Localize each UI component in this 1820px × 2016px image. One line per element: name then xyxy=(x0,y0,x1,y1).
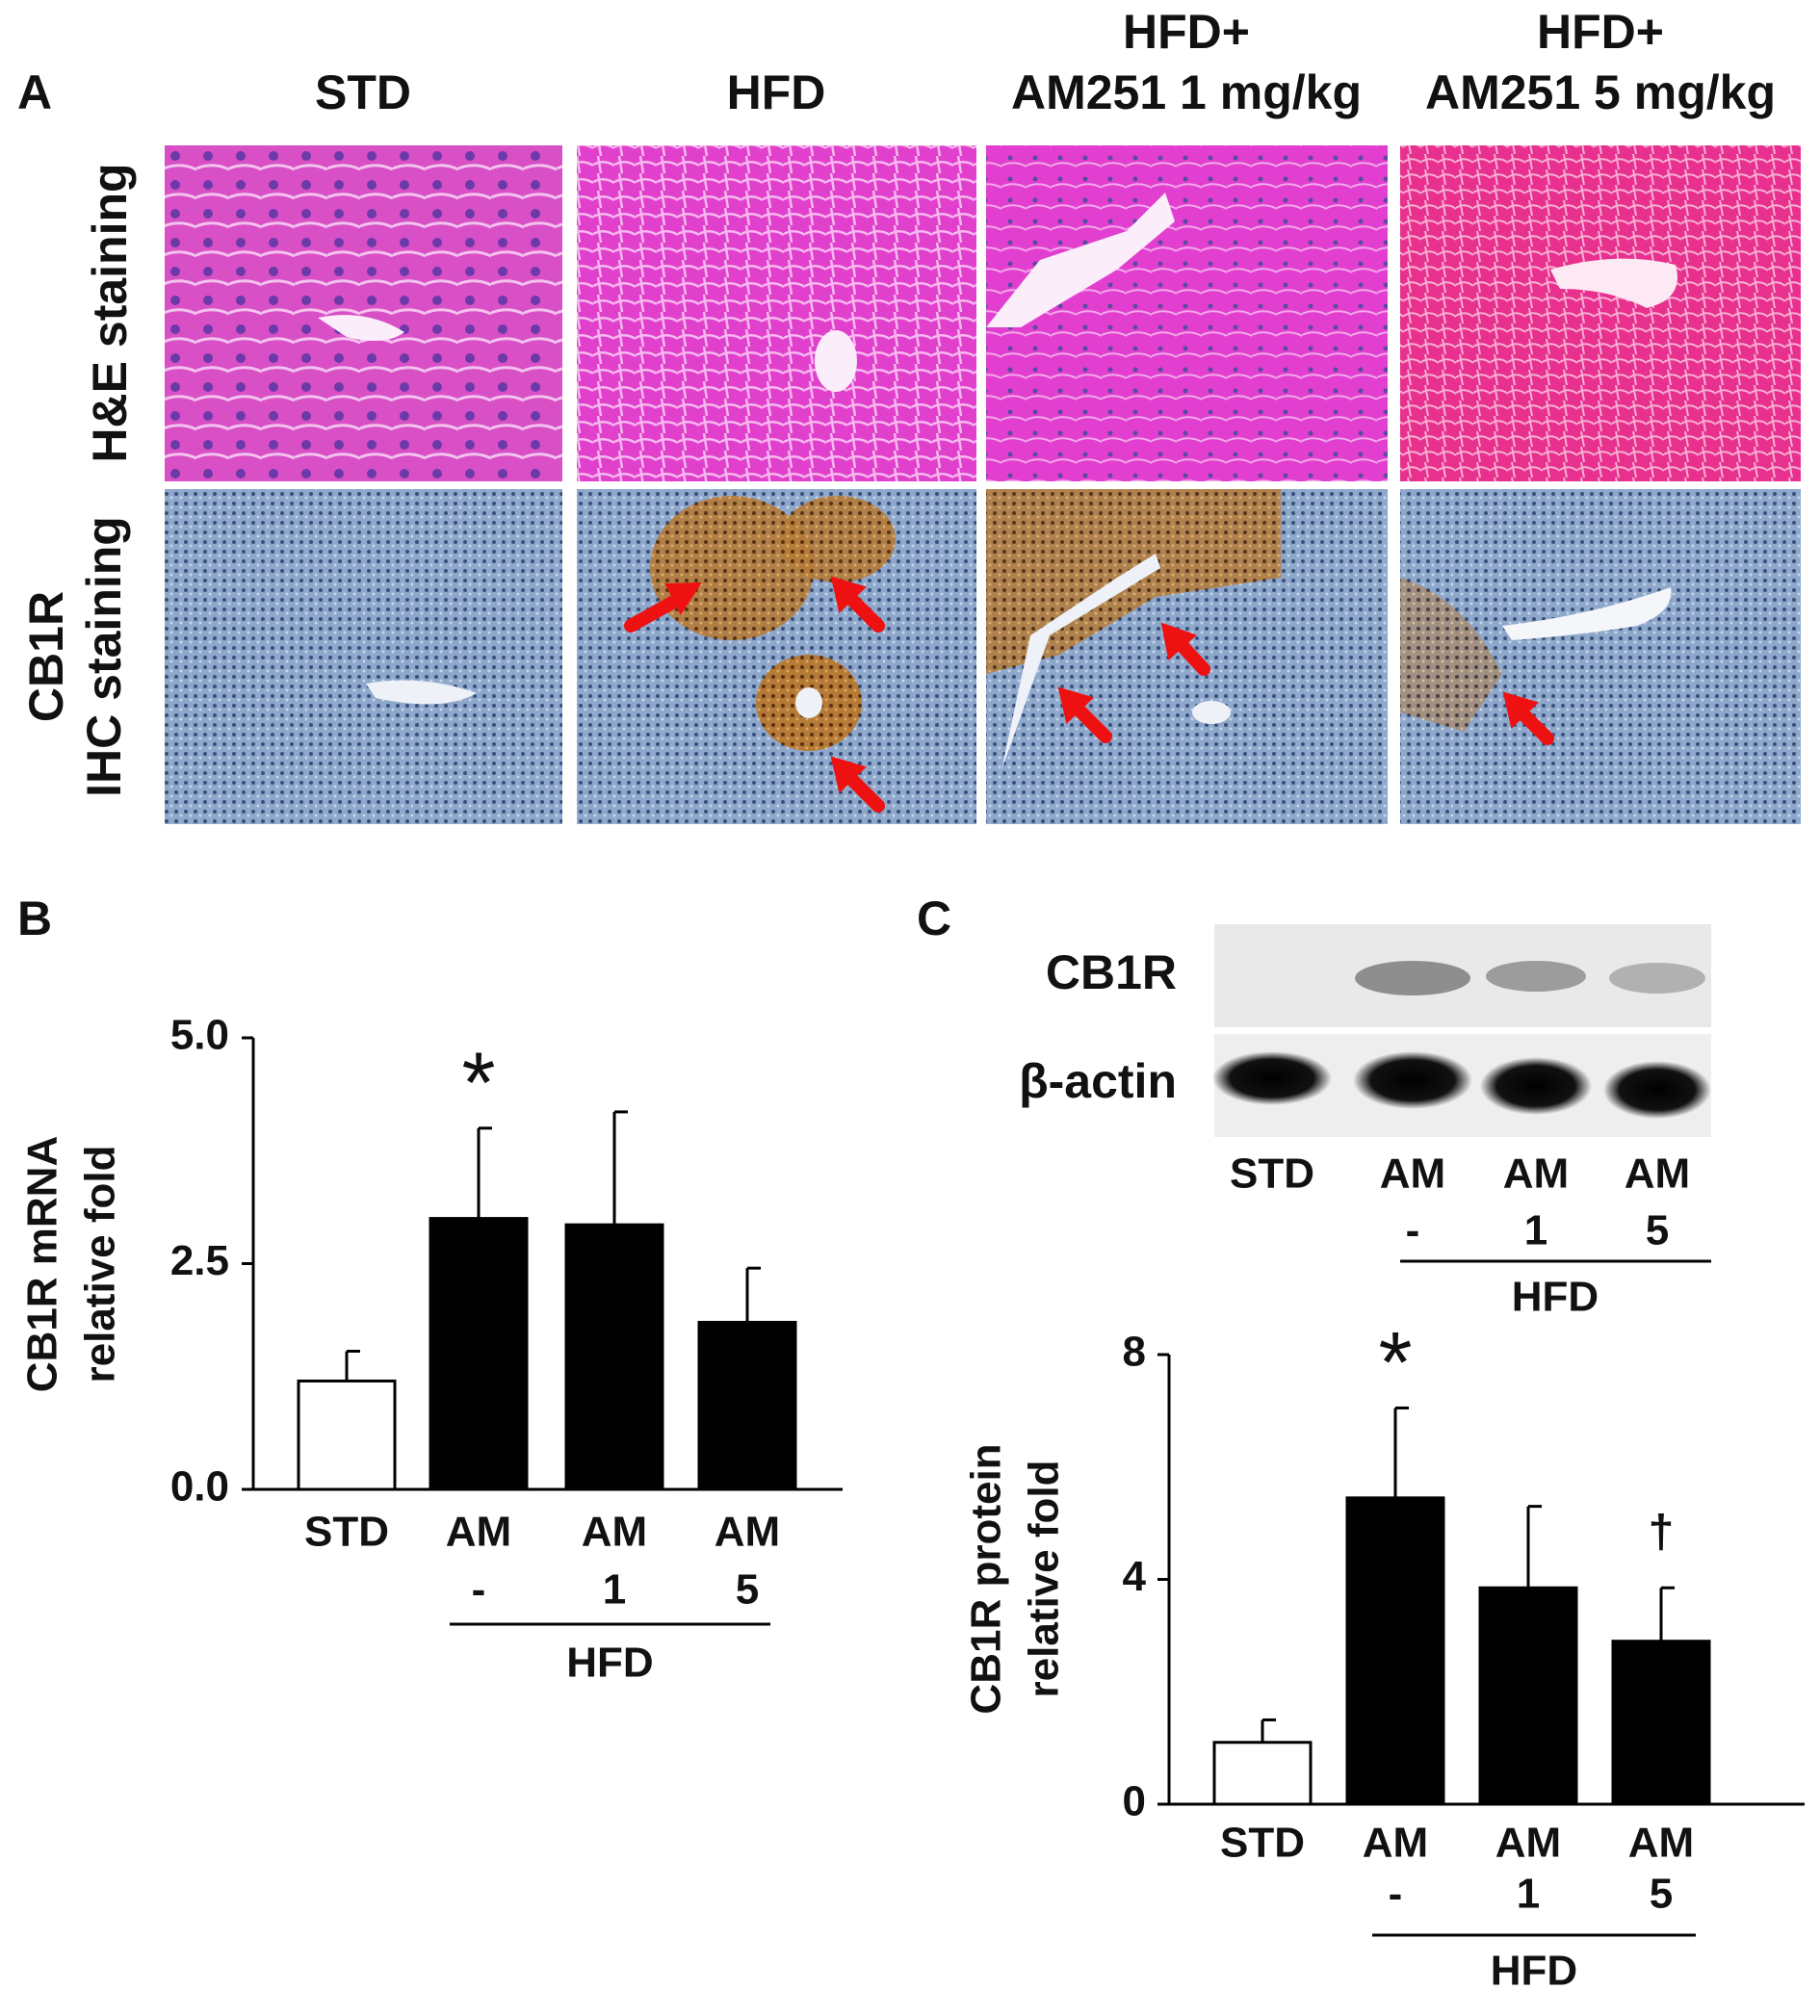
x-tick-label: AM xyxy=(582,1509,647,1556)
x-tick-label: - xyxy=(1389,1871,1403,1918)
x-tick-label: 5 xyxy=(736,1566,759,1614)
y-tick-label: 0 xyxy=(1123,1778,1146,1825)
x-tick-label: 1 xyxy=(1517,1871,1540,1918)
lane-label: - xyxy=(1406,1207,1420,1254)
x-tick-label: STD xyxy=(304,1509,389,1556)
lane-label: AM xyxy=(1380,1150,1445,1198)
y-tick-label: 5.0 xyxy=(170,1012,229,1059)
significance-mark: † xyxy=(1649,1507,1675,1558)
x-tick-label: AM xyxy=(1495,1820,1561,1867)
band-label: β-actin xyxy=(1019,1054,1177,1108)
panel-label: C xyxy=(917,892,951,945)
western-blot xyxy=(1212,924,1711,1137)
panel-label: B xyxy=(17,892,52,945)
column-header: AM251 1 mg/kg xyxy=(1011,65,1362,119)
column-header: HFD xyxy=(727,65,826,119)
y-axis-label: relative fold xyxy=(77,1146,124,1383)
column-header: HFD+ xyxy=(1537,5,1664,59)
bar xyxy=(1478,1586,1578,1806)
bar xyxy=(564,1223,664,1491)
x-tick-label: 1 xyxy=(603,1566,626,1614)
bar xyxy=(429,1217,529,1491)
bar xyxy=(1212,1741,1313,1806)
y-tick-label: 2.5 xyxy=(170,1237,229,1284)
x-tick-label: AM xyxy=(1628,1820,1694,1867)
column-header: HFD+ xyxy=(1123,5,1250,59)
lane-label: STD xyxy=(1230,1150,1314,1198)
group-label: HFD xyxy=(1512,1274,1599,1321)
micrographs xyxy=(165,145,1801,824)
row-label: CB1R xyxy=(19,591,73,722)
x-tick-label: 5 xyxy=(1650,1871,1673,1918)
x-tick-label: - xyxy=(472,1566,486,1614)
y-tick-label: 8 xyxy=(1123,1329,1146,1376)
x-tick-label: AM xyxy=(715,1509,780,1556)
bar xyxy=(1345,1496,1445,1806)
group-label: HFD xyxy=(1491,1948,1577,1995)
y-axis-label: CB1R protein xyxy=(963,1443,1010,1714)
lane-label: 5 xyxy=(1646,1207,1669,1254)
y-axis-label: CB1R mRNA xyxy=(19,1136,66,1392)
bar xyxy=(697,1320,797,1491)
significance-mark: * xyxy=(461,1036,495,1132)
x-tick-label: STD xyxy=(1220,1820,1305,1867)
column-header: STD xyxy=(315,65,411,119)
lane-label: 1 xyxy=(1524,1207,1547,1254)
y-tick-label: 0.0 xyxy=(170,1463,229,1511)
lane-label: AM xyxy=(1503,1150,1569,1198)
lane-label: AM xyxy=(1625,1150,1690,1198)
panel-label: A xyxy=(17,65,52,119)
red-arrows xyxy=(624,576,1554,813)
bar xyxy=(1611,1640,1711,1806)
x-tick-label: AM xyxy=(1363,1820,1428,1867)
y-tick-label: 4 xyxy=(1123,1553,1147,1600)
group-label: HFD xyxy=(566,1640,653,1687)
row-label: H&E staining xyxy=(83,163,137,462)
column-header: AM251 5 mg/kg xyxy=(1425,65,1776,119)
band-label: CB1R xyxy=(1046,945,1177,999)
row-label: IHC staining xyxy=(77,516,131,797)
x-tick-label: AM xyxy=(446,1509,511,1556)
significance-mark: * xyxy=(1378,1315,1412,1411)
bar xyxy=(297,1379,397,1491)
y-axis-label: relative fold xyxy=(1021,1460,1068,1698)
